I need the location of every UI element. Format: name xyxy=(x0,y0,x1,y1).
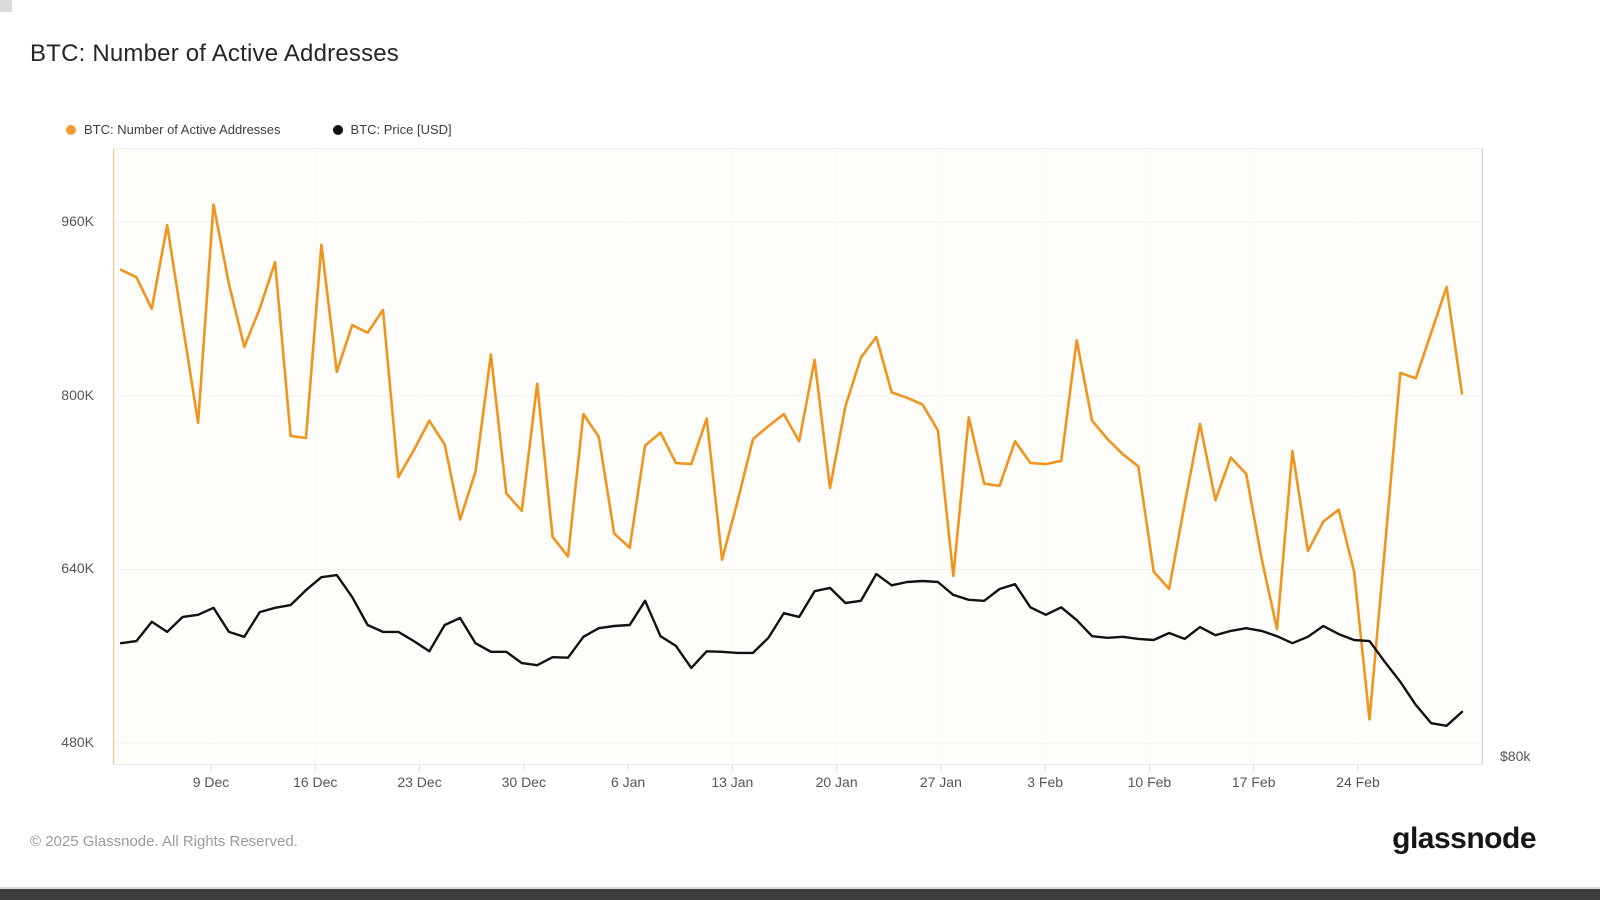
y-axis-label: 640K xyxy=(61,560,94,577)
legend-label-active-addresses: BTC: Number of Active Addresses xyxy=(84,122,281,137)
x-axis-label: 9 Dec xyxy=(192,774,230,790)
y-axis-label: 480K xyxy=(61,734,94,751)
x-axis-label: 16 Dec xyxy=(293,774,338,790)
legend-item-active-addresses[interactable]: BTC: Number of Active Addresses xyxy=(66,122,281,137)
y-axis-label: 800K xyxy=(61,386,94,403)
bottom-hairline xyxy=(0,887,1600,889)
x-axis-label: 24 Feb xyxy=(1336,774,1380,790)
x-axis-label: 10 Feb xyxy=(1127,774,1172,790)
x-axis-label: 27 Jan xyxy=(919,774,962,790)
x-axis-label: 6 Jan xyxy=(610,774,646,790)
series-line-price xyxy=(119,572,1464,727)
x-axis-label: 17 Feb xyxy=(1231,774,1276,790)
corner-artifact xyxy=(0,0,12,12)
plot-background xyxy=(113,148,1483,765)
chart-legend: BTC: Number of Active Addresses BTC: Pri… xyxy=(66,122,452,137)
right-axis-label-80k: $80k xyxy=(1500,748,1531,764)
legend-label-price: BTC: Price [USD] xyxy=(350,122,452,137)
y-axis-label: 960K xyxy=(61,212,94,229)
bottom-bar xyxy=(0,889,1600,900)
series-line-active-addresses xyxy=(119,203,1464,721)
x-axis-label: 23 Dec xyxy=(397,774,442,790)
x-axis-label: 20 Jan xyxy=(815,774,858,790)
legend-item-price[interactable]: BTC: Price [USD] xyxy=(332,122,452,137)
chart-plot-area[interactable] xyxy=(113,148,1483,773)
x-axis-label: 13 Jan xyxy=(711,774,754,790)
legend-dot-orange-icon xyxy=(66,124,76,135)
legend-dot-black-icon xyxy=(332,124,343,135)
x-axis-label: 3 Feb xyxy=(1027,774,1064,790)
copyright-text: © 2025 Glassnode. All Rights Reserved. xyxy=(30,833,298,850)
glassnode-logo: glassnode xyxy=(1392,822,1536,855)
x-axis-label: 30 Dec xyxy=(501,774,546,790)
page-title: BTC: Number of Active Addresses xyxy=(30,40,400,67)
